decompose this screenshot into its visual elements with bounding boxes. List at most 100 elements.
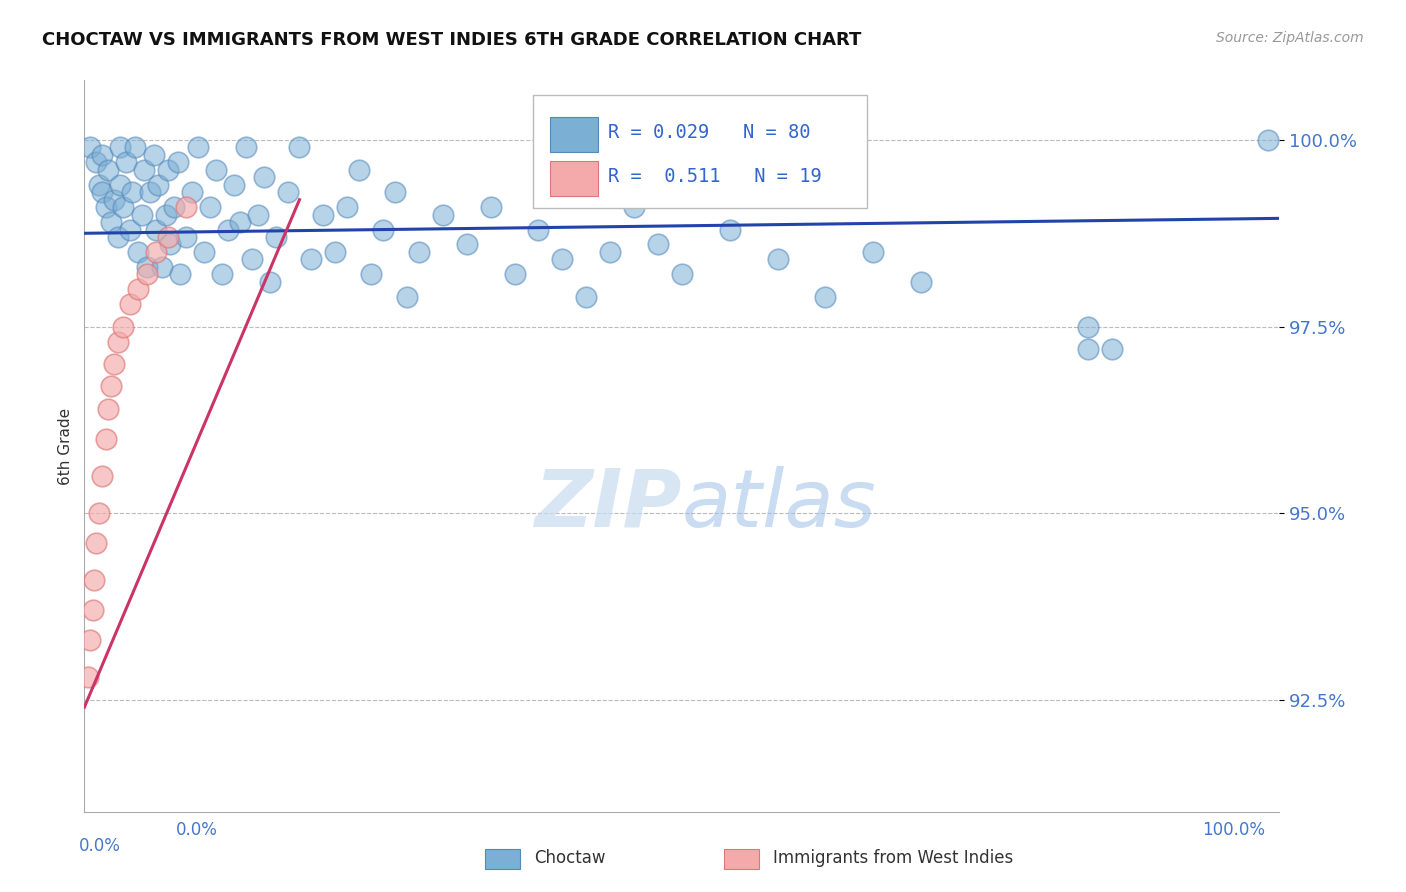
Point bbox=[150, 260, 173, 274]
Point bbox=[253, 170, 276, 185]
Point bbox=[384, 186, 406, 200]
Point bbox=[145, 244, 167, 259]
Point bbox=[82, 603, 104, 617]
Point bbox=[83, 574, 105, 588]
Point bbox=[97, 162, 120, 177]
Point bbox=[217, 222, 239, 236]
Bar bbox=[551, 161, 599, 196]
Point bbox=[111, 319, 134, 334]
Point bbox=[325, 244, 347, 259]
FancyBboxPatch shape bbox=[533, 95, 868, 209]
Point bbox=[94, 432, 117, 446]
Point bbox=[103, 193, 125, 207]
Text: 0.0%: 0.0% bbox=[176, 821, 218, 838]
Point bbox=[115, 155, 138, 169]
Point bbox=[766, 252, 789, 267]
Point bbox=[312, 208, 335, 222]
Point bbox=[551, 252, 574, 267]
Point bbox=[599, 244, 621, 259]
Point bbox=[159, 237, 181, 252]
Point bbox=[131, 208, 153, 222]
Point bbox=[193, 244, 215, 259]
Point bbox=[97, 401, 120, 416]
Point bbox=[132, 162, 156, 177]
Point bbox=[814, 290, 837, 304]
Point bbox=[94, 200, 117, 214]
Point bbox=[142, 148, 165, 162]
Point bbox=[187, 140, 209, 154]
Point bbox=[110, 178, 132, 192]
Point bbox=[155, 208, 177, 222]
Point bbox=[349, 162, 371, 177]
Point bbox=[77, 670, 100, 684]
Point bbox=[718, 222, 741, 236]
Point bbox=[157, 162, 180, 177]
Point bbox=[373, 222, 395, 236]
Point bbox=[288, 140, 311, 154]
Point bbox=[408, 244, 430, 259]
Text: 100.0%: 100.0% bbox=[1202, 821, 1265, 838]
Point bbox=[86, 155, 108, 169]
Point bbox=[135, 268, 157, 282]
Text: Source: ZipAtlas.com: Source: ZipAtlas.com bbox=[1216, 31, 1364, 45]
Point bbox=[527, 222, 550, 236]
Point bbox=[157, 230, 180, 244]
Point bbox=[121, 186, 143, 200]
Point bbox=[862, 244, 884, 259]
Text: R = 0.029   N = 80: R = 0.029 N = 80 bbox=[607, 123, 810, 143]
Point bbox=[205, 162, 228, 177]
Point bbox=[1101, 342, 1123, 356]
Point bbox=[135, 260, 157, 274]
Point bbox=[259, 275, 281, 289]
Point bbox=[671, 268, 693, 282]
Point bbox=[127, 282, 149, 296]
Text: 0.0%: 0.0% bbox=[79, 838, 121, 855]
Point bbox=[360, 268, 382, 282]
Point bbox=[479, 200, 502, 214]
Point bbox=[503, 268, 526, 282]
Text: Immigrants from West Indies: Immigrants from West Indies bbox=[773, 849, 1014, 867]
Text: R =  0.511   N = 19: R = 0.511 N = 19 bbox=[607, 168, 821, 186]
Point bbox=[100, 379, 122, 393]
Point bbox=[169, 268, 191, 282]
Point bbox=[1077, 342, 1099, 356]
Point bbox=[623, 200, 645, 214]
Point bbox=[181, 186, 204, 200]
Point bbox=[107, 334, 129, 349]
Point bbox=[91, 468, 114, 483]
Point bbox=[100, 215, 122, 229]
Point bbox=[86, 536, 108, 550]
Point bbox=[222, 178, 245, 192]
Point bbox=[139, 186, 162, 200]
Point bbox=[396, 290, 419, 304]
Point bbox=[87, 178, 110, 192]
Point bbox=[110, 140, 132, 154]
Point bbox=[910, 275, 932, 289]
Point bbox=[87, 506, 110, 520]
Point bbox=[174, 200, 197, 214]
Point bbox=[240, 252, 263, 267]
Point bbox=[336, 200, 359, 214]
Point bbox=[107, 230, 129, 244]
Point bbox=[174, 230, 197, 244]
Point bbox=[118, 297, 141, 311]
Point bbox=[235, 140, 257, 154]
Point bbox=[264, 230, 287, 244]
Point bbox=[1257, 133, 1279, 147]
Point bbox=[163, 200, 186, 214]
Point bbox=[127, 244, 149, 259]
Point bbox=[277, 186, 299, 200]
Text: CHOCTAW VS IMMIGRANTS FROM WEST INDIES 6TH GRADE CORRELATION CHART: CHOCTAW VS IMMIGRANTS FROM WEST INDIES 6… bbox=[42, 31, 862, 49]
Point bbox=[91, 148, 114, 162]
Point bbox=[79, 633, 101, 648]
Point bbox=[246, 208, 269, 222]
Point bbox=[432, 208, 454, 222]
Text: atlas: atlas bbox=[682, 466, 877, 543]
Point bbox=[229, 215, 252, 229]
Point bbox=[111, 200, 134, 214]
Point bbox=[647, 237, 669, 252]
Point bbox=[575, 290, 598, 304]
Point bbox=[1077, 319, 1099, 334]
Point bbox=[456, 237, 478, 252]
Point bbox=[301, 252, 323, 267]
